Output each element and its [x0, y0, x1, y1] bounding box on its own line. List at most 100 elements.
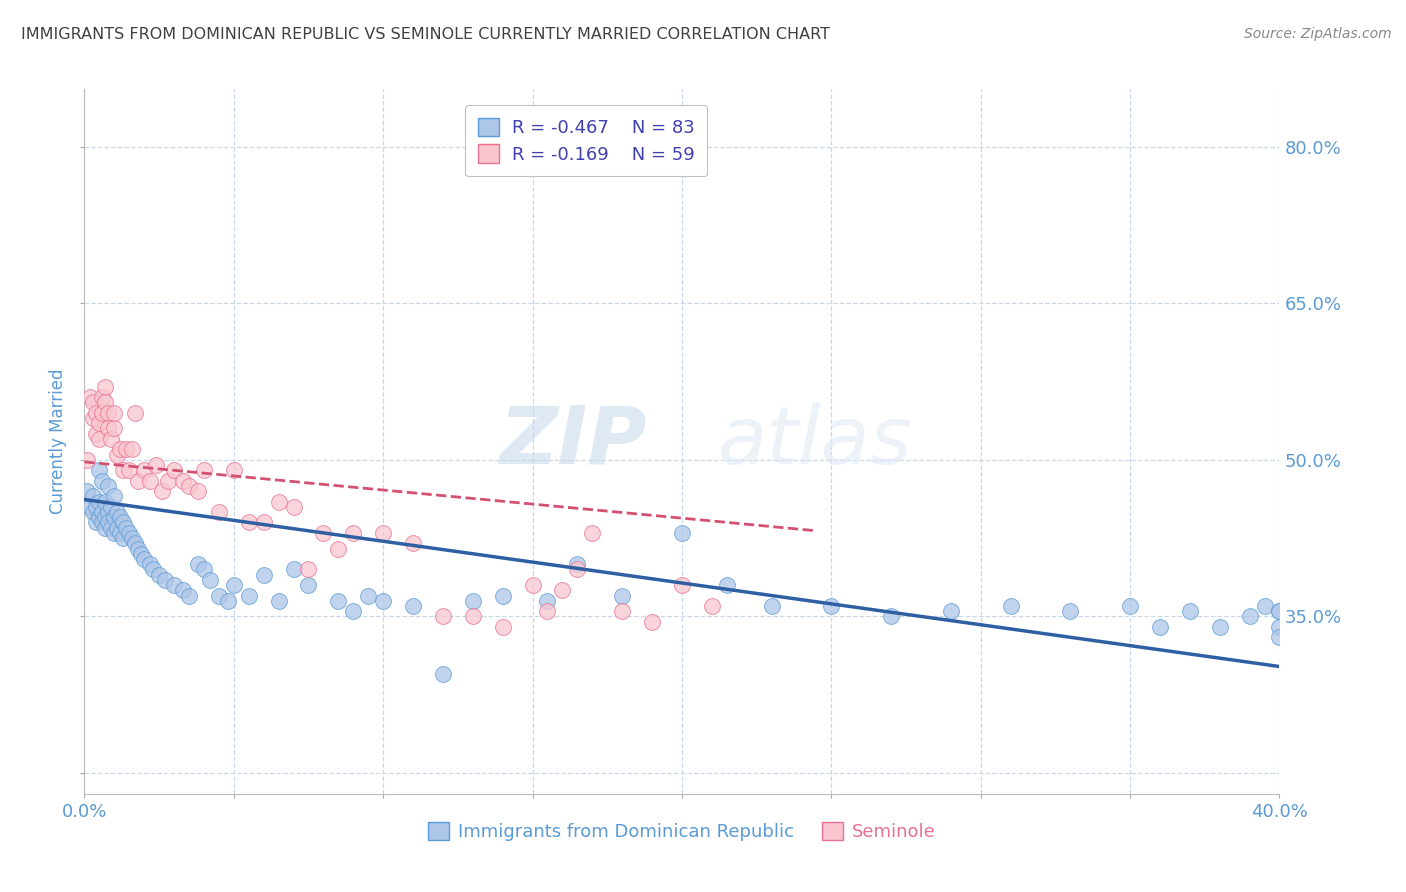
Point	[82, 489, 104, 503]
Point	[118, 525, 141, 540]
Point	[129, 547, 152, 561]
Point	[328, 541, 350, 556]
Point	[121, 442, 143, 457]
Point	[312, 525, 335, 540]
Point	[97, 406, 120, 420]
Point	[127, 474, 149, 488]
Point	[187, 484, 209, 499]
Point	[110, 442, 132, 457]
Point	[91, 474, 114, 488]
Point	[172, 474, 194, 488]
Point	[671, 525, 693, 540]
Point	[1178, 604, 1201, 618]
Point	[105, 505, 128, 519]
Point	[238, 516, 260, 530]
Point	[79, 390, 101, 404]
Point	[118, 463, 141, 477]
Point	[82, 395, 104, 409]
Point	[880, 609, 903, 624]
Point	[112, 531, 135, 545]
Point	[208, 505, 231, 519]
Point	[89, 417, 111, 431]
Point	[153, 573, 176, 587]
Y-axis label: Currently Married: Currently Married	[49, 368, 67, 515]
Point	[115, 442, 138, 457]
Point	[121, 531, 143, 545]
Point	[157, 474, 180, 488]
Point	[820, 599, 842, 613]
Point	[103, 489, 125, 503]
Point	[267, 593, 290, 607]
Point	[641, 615, 664, 629]
Point	[103, 525, 125, 540]
Point	[1059, 604, 1081, 618]
Point	[461, 609, 484, 624]
Point	[939, 604, 962, 618]
Point	[132, 552, 156, 566]
Point	[97, 421, 120, 435]
Point	[217, 593, 239, 607]
Point	[567, 562, 589, 576]
Point	[716, 578, 738, 592]
Point	[124, 406, 146, 420]
Point	[253, 567, 276, 582]
Point	[82, 505, 104, 519]
Point	[139, 474, 162, 488]
Point	[132, 463, 156, 477]
Point	[283, 500, 305, 514]
Point	[551, 583, 574, 598]
Point	[150, 484, 173, 499]
Point	[222, 578, 245, 592]
Point	[124, 536, 146, 550]
Point	[112, 463, 135, 477]
Point	[163, 463, 186, 477]
Point	[1149, 620, 1171, 634]
Point	[193, 463, 215, 477]
Point	[105, 521, 128, 535]
Point	[86, 516, 108, 530]
Point	[612, 604, 634, 618]
Point	[536, 593, 558, 607]
Point	[86, 500, 108, 514]
Point	[76, 452, 98, 467]
Point	[283, 562, 305, 576]
Point	[89, 432, 111, 446]
Point	[112, 516, 135, 530]
Point	[91, 406, 114, 420]
Point	[522, 578, 544, 592]
Point	[97, 516, 120, 530]
Point	[94, 494, 117, 508]
Point	[105, 448, 128, 462]
Point	[97, 479, 120, 493]
Point	[492, 589, 515, 603]
Point	[297, 578, 319, 592]
Point	[1268, 604, 1291, 618]
Point	[100, 432, 122, 446]
Point	[91, 390, 114, 404]
Point	[357, 589, 380, 603]
Point	[198, 573, 221, 587]
Point	[94, 380, 117, 394]
Point	[1239, 609, 1261, 624]
Point	[567, 558, 589, 572]
Point	[1253, 599, 1275, 613]
Point	[612, 589, 634, 603]
Point	[115, 521, 138, 535]
Point	[328, 593, 350, 607]
Point	[91, 505, 114, 519]
Point	[91, 516, 114, 530]
Point	[94, 510, 117, 524]
Point	[761, 599, 783, 613]
Point	[76, 484, 98, 499]
Point	[253, 516, 276, 530]
Point	[536, 604, 558, 618]
Point	[373, 593, 395, 607]
Point	[110, 510, 132, 524]
Point	[1268, 630, 1291, 644]
Point	[1268, 620, 1291, 634]
Point	[97, 505, 120, 519]
Text: ZIP: ZIP	[499, 402, 647, 481]
Point	[342, 525, 364, 540]
Point	[163, 578, 186, 592]
Point	[402, 599, 425, 613]
